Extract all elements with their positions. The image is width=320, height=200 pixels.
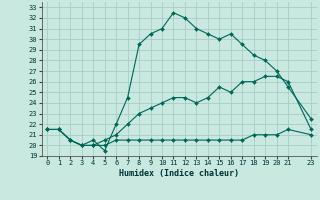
X-axis label: Humidex (Indice chaleur): Humidex (Indice chaleur) xyxy=(119,169,239,178)
